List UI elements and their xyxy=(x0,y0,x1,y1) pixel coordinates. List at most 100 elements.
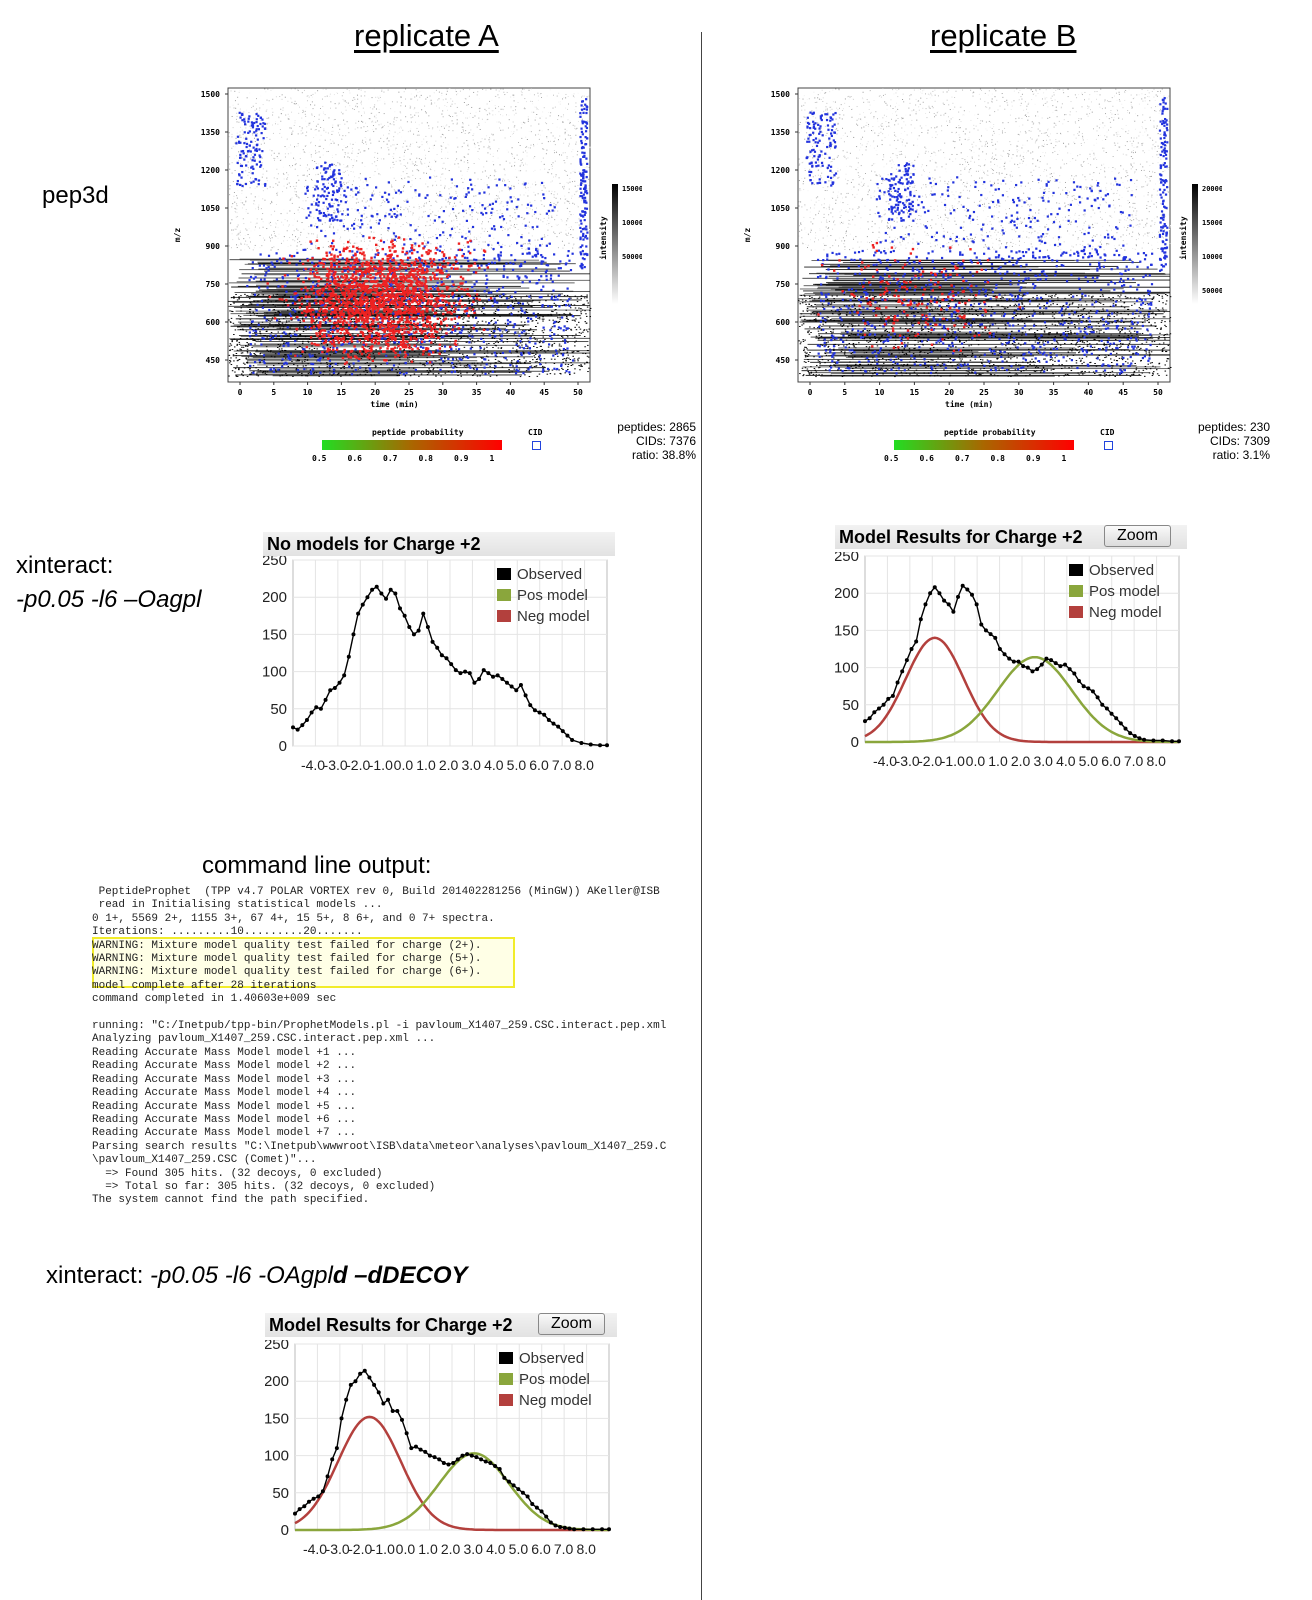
intensity-speck xyxy=(399,358,401,360)
intensity-speck xyxy=(239,163,241,165)
intensity-speck xyxy=(328,182,330,184)
intensity-speck xyxy=(578,247,580,249)
intensity-speck xyxy=(231,339,234,341)
intensity-speck xyxy=(561,220,563,222)
intensity-speck xyxy=(567,232,569,234)
intensity-speck xyxy=(457,213,459,215)
intensity-speck xyxy=(502,205,504,207)
cid-point xyxy=(392,232,396,235)
intensity-speck xyxy=(557,334,559,336)
intensity-speck xyxy=(516,208,518,210)
intensity-speck xyxy=(258,204,260,206)
intensity-speck xyxy=(434,170,436,172)
intensity-speck xyxy=(249,319,252,321)
intensity-speck xyxy=(515,106,517,108)
intensity-speck xyxy=(268,122,270,124)
intensity-speck xyxy=(355,104,357,106)
intensity-speck xyxy=(469,132,471,134)
cid-point xyxy=(414,229,417,232)
intensity-speck xyxy=(357,225,359,227)
intensity-speck xyxy=(462,211,464,213)
intensity-speck xyxy=(252,152,254,154)
cid-point xyxy=(514,291,517,294)
intensity-speck xyxy=(536,352,538,354)
intensity-speck xyxy=(436,228,438,230)
intensity-speck xyxy=(332,373,335,375)
intensity-speck xyxy=(436,201,438,203)
intensity-speck xyxy=(460,146,462,148)
intensity-speck xyxy=(332,337,335,339)
intensity-speck xyxy=(478,158,480,160)
intensity-speck xyxy=(260,208,262,210)
intensity-speck xyxy=(538,316,541,318)
cid-point xyxy=(520,262,523,266)
intensity-speck xyxy=(529,147,531,149)
intensity-speck xyxy=(427,350,429,352)
intensity-speck xyxy=(443,249,445,251)
intensity-speck xyxy=(320,362,322,364)
intensity-speck xyxy=(319,108,321,110)
intensity-speck xyxy=(363,111,365,113)
intensity-speck xyxy=(490,320,492,322)
intensity-speck xyxy=(508,371,511,373)
intensity-speck xyxy=(569,122,571,124)
cid-point xyxy=(329,163,332,167)
intensity-speck xyxy=(461,178,463,180)
intensity-speck xyxy=(521,183,523,185)
intensity-speck xyxy=(489,113,491,115)
intensity-speck xyxy=(396,143,398,145)
intensity-speck xyxy=(317,197,319,199)
intensity-speck xyxy=(416,129,418,131)
intensity-speck xyxy=(437,99,439,101)
intensity-speck xyxy=(446,340,448,342)
intensity-speck xyxy=(478,243,480,245)
intensity-speck xyxy=(338,132,340,134)
intensity-speck xyxy=(558,320,561,322)
cid-point xyxy=(346,227,349,230)
intensity-speck xyxy=(566,220,568,222)
intensity-speck xyxy=(350,353,352,355)
intensity-speck xyxy=(571,351,574,353)
intensity-speck xyxy=(519,194,521,196)
intensity-speck xyxy=(498,106,500,108)
intensity-speck xyxy=(536,358,539,360)
intensity-speck xyxy=(331,316,333,318)
intensity-speck xyxy=(295,368,298,370)
intensity-speck xyxy=(449,341,451,343)
intensity-speck xyxy=(525,310,527,312)
cid-point xyxy=(333,218,336,221)
intensity-speck xyxy=(574,185,576,187)
intensity-speck xyxy=(250,221,252,223)
intensity-speck xyxy=(491,133,493,135)
intensity-speck xyxy=(303,208,305,210)
intensity-speck xyxy=(242,202,244,204)
cid-point xyxy=(545,263,548,267)
intensity-speck xyxy=(299,333,301,335)
cid-point xyxy=(332,178,336,181)
intensity-speck xyxy=(445,205,447,207)
intensity-speck xyxy=(241,370,244,372)
intensity-speck xyxy=(328,133,330,135)
intensity-speck xyxy=(521,341,524,343)
intensity-speck xyxy=(245,196,247,198)
intensity-speck xyxy=(532,103,534,105)
intensity-speck xyxy=(233,107,235,109)
intensity-speck xyxy=(345,182,347,184)
intensity-speck xyxy=(515,299,517,301)
intensity-speck xyxy=(279,327,282,329)
intensity-speck xyxy=(258,195,260,197)
intensity-speck xyxy=(347,181,349,183)
intensity-speck xyxy=(238,235,240,237)
intensity-speck xyxy=(269,203,271,205)
intensity-speck xyxy=(558,115,560,117)
intensity-speck xyxy=(346,88,348,90)
intensity-speck xyxy=(259,370,262,372)
intensity-speck xyxy=(558,369,560,371)
intensity-speck xyxy=(441,149,443,151)
intensity-speck xyxy=(572,170,574,172)
intensity-speck xyxy=(467,363,469,365)
intensity-speck xyxy=(525,170,527,172)
intensity-speck xyxy=(392,238,394,240)
intensity-speck xyxy=(272,186,274,188)
intensity-speck xyxy=(572,352,574,354)
